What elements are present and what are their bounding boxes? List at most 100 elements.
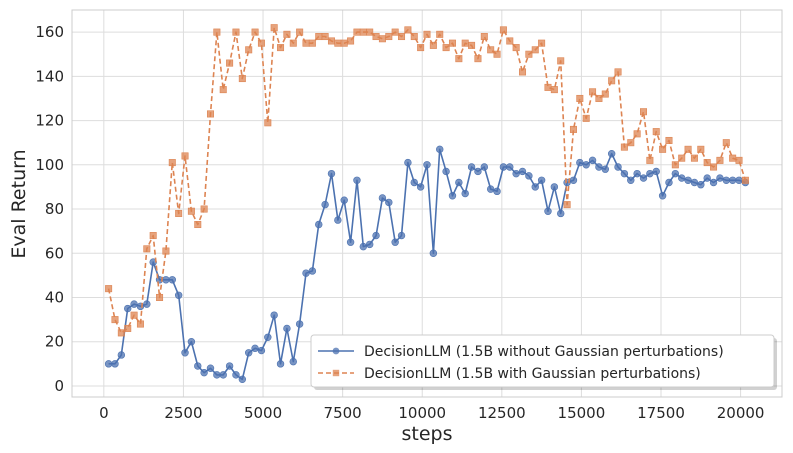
data-point — [537, 176, 546, 184]
y-tick-label: 0 — [54, 377, 64, 395]
data-point — [175, 209, 183, 217]
y-tick-label: 60 — [45, 244, 64, 262]
data-point — [614, 68, 622, 76]
data-point — [378, 35, 386, 43]
data-point — [544, 83, 552, 91]
data-point — [206, 110, 214, 118]
y-tick-label: 120 — [35, 112, 64, 130]
data-point — [461, 189, 469, 198]
x-axis-label: steps — [402, 423, 453, 445]
data-point — [697, 145, 705, 153]
data-point — [684, 176, 692, 184]
data-point — [506, 37, 514, 45]
data-point — [671, 169, 680, 178]
data-point — [576, 94, 584, 102]
data-point — [576, 158, 584, 167]
series-layer — [104, 24, 750, 384]
data-point — [117, 329, 125, 337]
data-point — [468, 41, 476, 49]
y-tick-label: 160 — [35, 23, 64, 41]
data-point — [404, 158, 412, 167]
data-point — [219, 86, 227, 94]
y-axis-label: Eval Return — [8, 149, 30, 258]
data-point — [200, 205, 208, 213]
data-point — [652, 128, 660, 136]
data-point — [531, 183, 539, 191]
data-point — [690, 178, 699, 187]
data-point — [506, 163, 514, 171]
data-point — [168, 276, 176, 284]
data-point — [187, 338, 196, 346]
data-point — [455, 55, 463, 63]
data-point — [296, 28, 304, 36]
data-point — [385, 198, 393, 207]
data-point — [276, 360, 285, 368]
data-point — [162, 247, 170, 255]
data-point — [678, 174, 686, 182]
data-point — [678, 154, 686, 162]
x-tick-label: 0 — [99, 404, 109, 422]
y-tick-labels: 0 20 40 60 80 100 120 140 160 — [35, 23, 64, 395]
data-point — [620, 143, 628, 151]
data-point — [601, 90, 609, 98]
data-point — [251, 28, 259, 36]
data-point — [289, 357, 297, 366]
data-point — [225, 362, 234, 370]
data-point — [378, 194, 387, 202]
x-tick-labels: 0 2500 5000 7500 10000 12500 15000 17500 20000 — [99, 404, 764, 422]
data-point — [518, 167, 527, 176]
x-tick-label: 12500 — [478, 404, 526, 422]
data-point — [627, 139, 635, 147]
data-point — [550, 183, 559, 191]
data-point — [741, 176, 749, 184]
data-point — [130, 311, 138, 319]
data-point — [480, 33, 488, 41]
legend-marker-with-perturbations — [332, 369, 340, 377]
data-point — [353, 176, 361, 184]
data-point — [703, 159, 711, 167]
data-point — [442, 44, 450, 52]
data-point — [487, 46, 495, 54]
data-point — [200, 368, 208, 377]
data-point — [340, 196, 348, 204]
data-point — [347, 37, 355, 45]
data-point — [722, 176, 730, 184]
data-point — [117, 351, 126, 359]
data-point — [563, 201, 571, 209]
data-point — [232, 28, 240, 36]
y-tick-label: 80 — [45, 200, 64, 218]
data-point — [238, 75, 246, 83]
data-point — [544, 207, 552, 215]
data-point — [143, 245, 151, 253]
data-point — [595, 163, 603, 171]
data-point — [665, 136, 673, 144]
data-point — [429, 249, 438, 257]
data-point — [283, 324, 291, 333]
y-tick-label: 40 — [45, 288, 64, 306]
data-point — [143, 300, 151, 308]
y-tick-label: 20 — [45, 333, 64, 351]
data-point — [181, 349, 189, 357]
data-point — [474, 167, 482, 176]
data-point — [149, 232, 157, 240]
data-point — [353, 28, 361, 36]
data-point — [417, 44, 425, 52]
data-point — [327, 169, 336, 178]
legend-label-with-perturbations: DecisionLLM (1.5B with Gaussian perturba… — [364, 366, 701, 382]
data-point — [525, 50, 533, 58]
data-point — [722, 139, 730, 147]
x-tick-label: 15000 — [558, 404, 606, 422]
x-tick-label: 2500 — [164, 404, 202, 422]
data-point — [690, 154, 698, 162]
data-point — [557, 209, 565, 218]
data-point — [226, 59, 234, 67]
data-point — [213, 28, 221, 36]
data-point — [156, 293, 164, 301]
data-point — [550, 86, 558, 94]
data-point — [194, 362, 202, 370]
data-point — [569, 125, 577, 133]
data-point — [124, 304, 132, 313]
data-point — [251, 344, 259, 353]
data-point — [582, 161, 590, 169]
data-point — [315, 33, 323, 41]
